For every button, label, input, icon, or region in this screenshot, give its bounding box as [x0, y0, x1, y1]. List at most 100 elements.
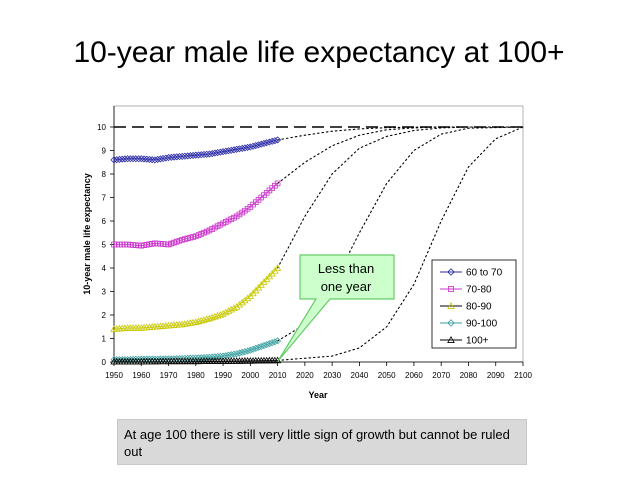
data-point: [244, 143, 252, 152]
data-point: [254, 343, 263, 351]
legend: 60 to 70 70-80 80-90 90-100 100+: [431, 259, 517, 349]
data-point: [178, 320, 186, 328]
legend-marker: [447, 268, 455, 276]
data-point: [211, 353, 219, 361]
data-point: [151, 355, 159, 363]
data-point: [184, 354, 192, 362]
data-point: [173, 355, 181, 363]
data-point: [143, 355, 151, 363]
data-point: [197, 316, 205, 324]
y-tick-label: 10: [97, 123, 106, 132]
data-point: [244, 347, 252, 355]
data-point: [200, 150, 208, 159]
callout-bubble: [277, 254, 395, 362]
data-point: [233, 302, 241, 310]
data-point: [115, 155, 124, 163]
data-point: [241, 348, 249, 356]
data-point: [265, 138, 273, 146]
data-point: [257, 140, 265, 148]
data-point: [134, 155, 143, 163]
x-tick-label: 2000: [241, 371, 259, 380]
data-point: [159, 355, 167, 363]
data-point: [132, 355, 140, 363]
data-point: [124, 155, 132, 163]
data-point: [203, 315, 211, 323]
data-point: [227, 305, 235, 313]
x-tick-label: 1960: [132, 371, 150, 380]
x-axis-title: Year: [308, 390, 328, 400]
x-tick-label: 2050: [378, 371, 396, 380]
callout-line-2: one year: [321, 279, 372, 294]
x-tick-label: 2040: [351, 371, 369, 380]
x-tick-label: 1980: [187, 371, 205, 380]
data-point: [213, 311, 222, 319]
legend-marker: [448, 286, 454, 292]
data-point: [170, 355, 178, 363]
note-box: At age 100 there is still very little si…: [117, 419, 527, 465]
x-tick-label: 1970: [160, 371, 178, 380]
data-point: [126, 155, 134, 163]
y-tick-label: 0: [102, 358, 107, 367]
data-point: [164, 153, 173, 162]
data-point: [110, 156, 118, 164]
y-tick-label: 8: [102, 170, 107, 179]
data-point: [143, 155, 151, 163]
data-point: [189, 354, 197, 362]
data-point: [189, 151, 197, 160]
series-markers: [110, 136, 282, 365]
x-tick-label: 2060: [405, 371, 423, 380]
data-point: [148, 355, 156, 363]
data-point: [186, 354, 194, 362]
data-point: [134, 355, 143, 363]
data-point: [129, 155, 137, 163]
data-point: [167, 153, 175, 161]
data-point: [197, 151, 205, 159]
y-axis-title: 10-year male life expectancy: [82, 173, 92, 295]
data-point: [243, 294, 252, 302]
y-tick-label: 9: [102, 147, 107, 156]
x-tick-label: 2020: [296, 371, 314, 380]
projection-line: [277, 126, 524, 342]
data-point: [154, 355, 162, 363]
data-point: [140, 355, 148, 363]
data-point: [129, 355, 137, 364]
projection-line: [277, 126, 524, 141]
data-point: [271, 338, 279, 346]
data-point: [175, 355, 184, 363]
data-point: [178, 152, 186, 160]
data-point: [178, 354, 186, 363]
x-tick-label: 2010: [269, 371, 287, 380]
data-point: [263, 139, 271, 147]
callout: Less than one year: [277, 254, 395, 362]
observed-line: [113, 267, 278, 330]
data-point: [235, 300, 244, 308]
callout-line-1: Less than: [318, 261, 374, 276]
data-point: [192, 318, 200, 325]
data-point: [164, 355, 173, 363]
x-tick-label: 2100: [514, 371, 532, 380]
data-point: [274, 136, 282, 144]
y-tick-label: 4: [102, 264, 107, 273]
data-point: [181, 320, 189, 327]
data-point: [126, 355, 134, 364]
y-tick-label: 2: [102, 311, 107, 320]
data-point: [189, 318, 197, 326]
legend-label: 80-90: [466, 302, 492, 313]
projection-line: [277, 126, 524, 184]
data-point: [137, 355, 145, 363]
data-point: [260, 139, 268, 148]
data-point: [132, 155, 140, 163]
data-point: [216, 352, 224, 360]
data-point: [271, 137, 279, 145]
data-point: [200, 354, 208, 362]
data-point: [194, 151, 203, 159]
data-point: [268, 339, 276, 347]
data-point: [268, 137, 276, 145]
data-point: [273, 264, 282, 271]
data-point: [148, 156, 156, 164]
data-point: [140, 155, 148, 163]
data-point: [249, 345, 257, 353]
data-point: [121, 155, 129, 163]
data-point: [200, 316, 208, 323]
data-point: [260, 341, 268, 350]
